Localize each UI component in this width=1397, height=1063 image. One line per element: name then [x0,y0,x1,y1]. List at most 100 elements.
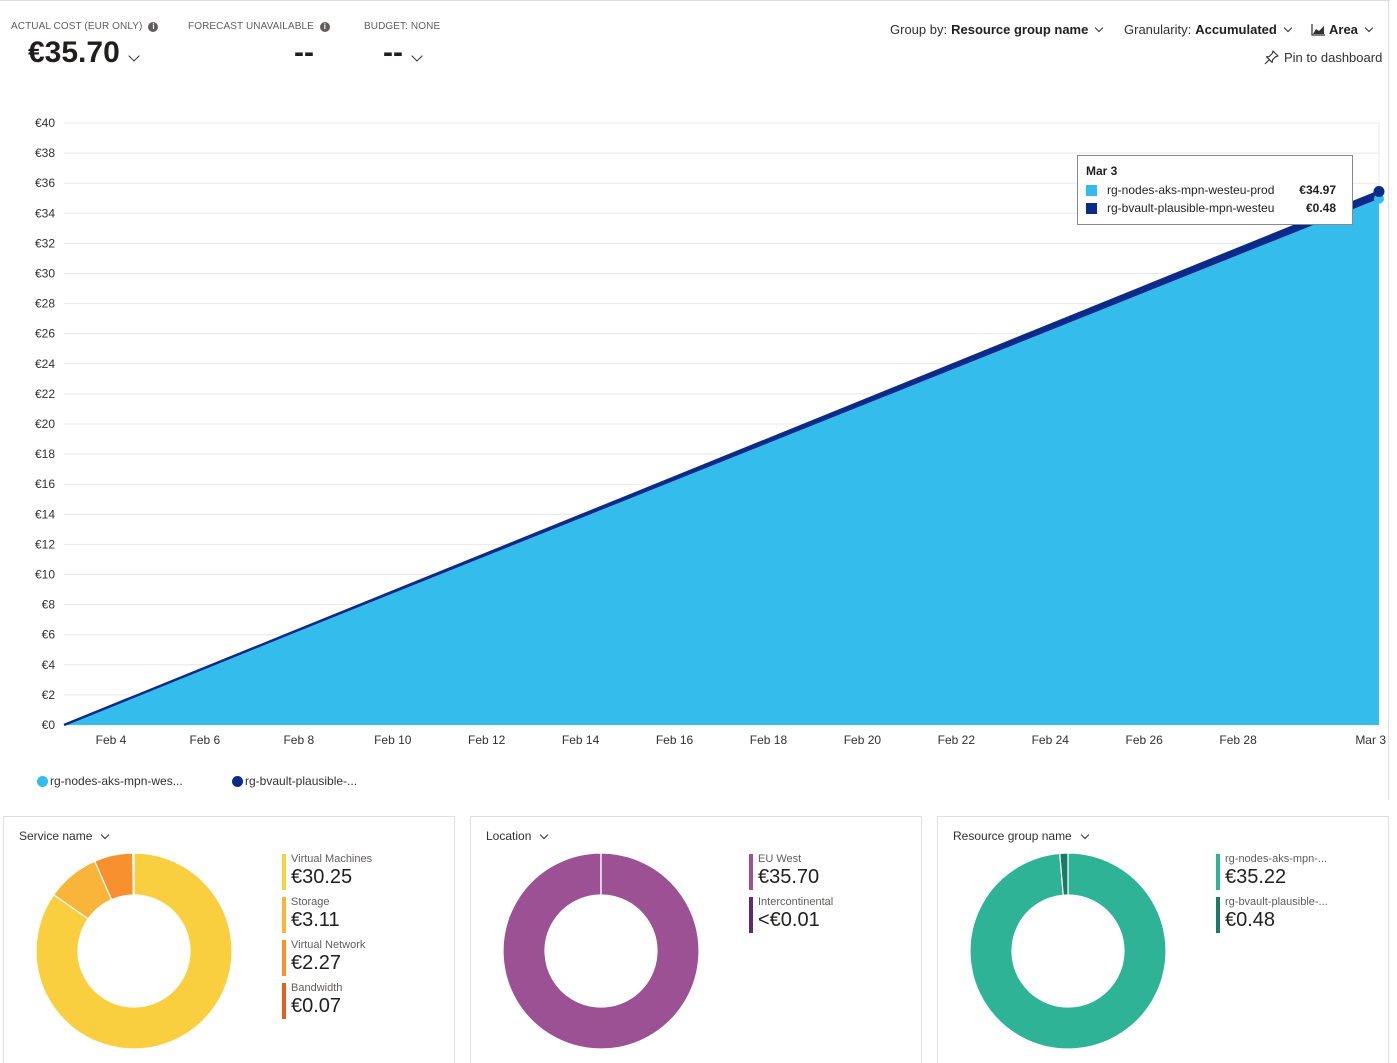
accumulated-cost-chart[interactable]: €0 €2 €4 €6 €8 €10 €12 €14 €16 €18 €20 €22 €24 €26 €28… [0,100,1397,760]
tooltip-title: Mar 3 [1086,164,1118,178]
granularity-value: Accumulated [1195,22,1277,37]
x-tick-label: Feb 26 [1125,733,1163,747]
legend-item-nodes[interactable]: rg-nodes-aks-mpn-wes... [37,774,183,788]
resource-group-donut-chart[interactable] [968,851,1168,1051]
chart-type-dropdown[interactable]: Area [1311,22,1374,37]
donut-slice[interactable] [132,852,135,896]
legend-item-bvault[interactable]: rg-bvault-plausible-... [232,774,357,788]
y-tick-label: €8 [42,598,56,612]
y-tick-label: €6 [42,628,56,642]
donut-slice[interactable] [502,852,700,1050]
y-tick-label: €30 [35,267,55,281]
tooltip-series-name: rg-bvault-plausible-mpn-westeu [1107,201,1275,215]
item-label: Storage [291,896,330,908]
y-tick-label: €10 [35,568,55,582]
y-tick-label: €22 [35,387,55,401]
resource-group-item-bvault[interactable]: rg-bvault-plausible-... €0.48 [1216,896,1328,934]
service-item-virtual-machines[interactable]: Virtual Machines €30.25 [282,853,372,891]
item-value: €0.07 [291,995,342,1017]
item-label: Virtual Network [291,939,366,951]
x-tick-label: Feb 24 [1032,733,1070,747]
area-chart-icon [1311,23,1325,36]
chevron-down-icon [411,50,423,62]
color-bar [282,983,286,1019]
item-label: rg-nodes-aks-mpn-... [1225,853,1328,865]
x-tick-label: Feb 14 [562,733,600,747]
legend-label: rg-nodes-aks-mpn-wes... [50,774,183,788]
y-tick-label: €12 [35,537,55,551]
series-swatch [1086,184,1097,196]
service-item-storage[interactable]: Storage €3.11 [282,896,372,934]
location-donut-chart[interactable] [501,851,701,1051]
info-icon[interactable]: i [319,21,330,32]
legend-dot [37,775,48,787]
color-bar [282,854,286,890]
y-tick-label: €24 [35,357,55,371]
panel-title: Service name [19,829,93,843]
legend-dot [232,775,243,787]
info-icon[interactable]: i [148,21,159,32]
group-by-label: Group by: [890,22,948,37]
chevron-down-icon [540,830,549,839]
x-tick-label: Feb 28 [1219,733,1257,747]
resource-group-dropdown[interactable]: Resource group name [953,829,1089,843]
granularity-dropdown[interactable]: Granularity: Accumulated [1124,22,1293,37]
y-tick-label: €16 [35,477,55,491]
legend-label: rg-bvault-plausible-... [245,774,358,788]
y-tick-label: €0 [42,718,56,732]
y-tick-label: €28 [35,297,55,311]
chevron-down-icon [1095,23,1104,33]
y-tick-label: €36 [35,176,55,190]
location-dropdown[interactable]: Location [486,829,549,843]
budget-label: BUDGET: NONE [364,21,441,32]
item-label: Bandwidth [291,982,343,994]
tooltip-series-value: €0.48 [1305,201,1336,215]
y-tick-label: €34 [35,206,55,220]
y-tick-label: €38 [35,146,55,160]
resource-group-legend: rg-nodes-aks-mpn-... €35.22 rg-bvault-pl… [1216,853,1328,939]
location-item-eu-west[interactable]: EU West €35.70 [749,853,833,891]
hover-point-rg-bvault [1373,185,1385,197]
y-tick-label: €20 [35,417,55,431]
panel-title: Resource group name [953,829,1072,843]
donut-slice[interactable] [35,852,233,1050]
item-label: Intercontinental [758,896,834,908]
item-value: €30.25 [291,866,353,888]
chevron-down-icon [1283,23,1293,33]
service-name-dropdown[interactable]: Service name [19,829,110,843]
actual-cost-dropdown[interactable]: €35.70 [28,36,158,70]
color-bar [282,940,286,976]
chart-tooltip: Mar 3 rg-nodes-aks-mpn-westeu-prod €34.9… [1077,155,1353,225]
x-tick-label: Feb 6 [190,733,221,747]
resource-group-item-nodes[interactable]: rg-nodes-aks-mpn-... €35.22 [1216,853,1328,891]
donut-slice[interactable] [969,852,1167,1050]
service-item-bandwidth[interactable]: Bandwidth €0.07 [282,982,372,1020]
item-label: Virtual Machines [291,853,373,865]
y-tick-label: €40 [35,116,55,130]
forecast-value: -- [294,36,314,69]
kpi-actual-cost: ACTUAL COST (EUR ONLY) i €35.70 [11,21,159,70]
item-value: €35.22 [1225,866,1287,888]
color-bar [1216,897,1220,933]
group-by-dropdown[interactable]: Group by: Resource group name [890,22,1104,37]
pin-icon [1264,50,1279,65]
service-donut-chart[interactable] [34,851,234,1051]
service-name-panel: Service name Virtual Machines €30.25 Sto… [3,816,455,1063]
series-line-rg-bvault [63,190,1380,727]
item-value: €2.27 [291,952,342,974]
budget-dropdown[interactable]: -- [383,36,440,70]
color-bar [749,854,753,890]
service-legend: Virtual Machines €30.25 Storage €3.11 Vi… [282,853,372,1025]
x-tick-label: Feb 20 [844,733,882,747]
service-item-virtual-network[interactable]: Virtual Network €2.27 [282,939,372,977]
item-label: rg-bvault-plausible-... [1225,896,1328,908]
top-divider [0,0,1390,1]
pin-to-dashboard-button[interactable]: Pin to dashboard [1264,50,1382,65]
tooltip-series-name: rg-nodes-aks-mpn-westeu-prod [1107,183,1275,197]
donut-slice[interactable] [1059,852,1069,896]
forecast-label: FORECAST UNAVAILABLE [188,21,314,32]
color-bar [282,897,286,933]
item-value: €3.11 [291,909,340,931]
location-item-intercontinental[interactable]: Intercontinental <€0.01 [749,896,833,934]
x-tick-label: Feb 12 [468,733,506,747]
